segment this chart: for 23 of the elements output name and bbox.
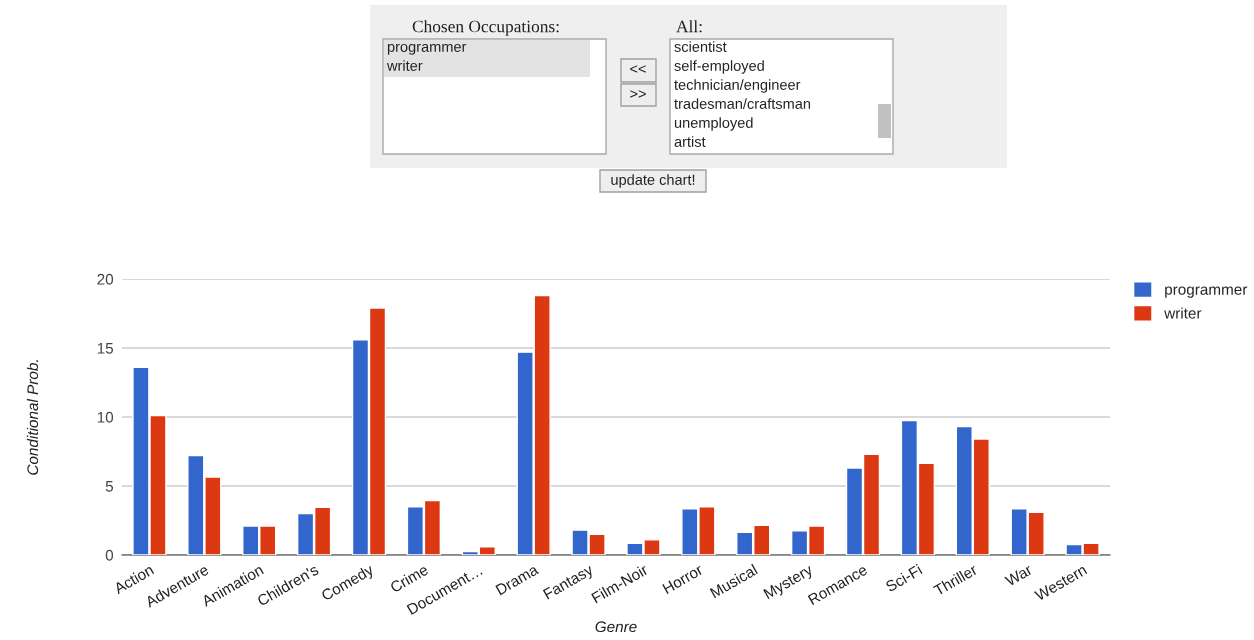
text: tradesman/craftsman	[674, 98, 811, 109]
text: scientist	[674, 41, 727, 52]
y-tick-label: 20	[97, 273, 114, 285]
text: programmer	[387, 43, 467, 55]
text: unemployed	[674, 117, 753, 131]
text: >>	[630, 90, 646, 98]
legend-label: writer	[1164, 307, 1202, 319]
text: technician/engineer	[674, 79, 801, 93]
y-tick-label: 5	[105, 481, 114, 492]
text: artist	[674, 136, 706, 147]
text: All:	[676, 20, 702, 33]
text: <<	[630, 65, 646, 73]
y-tick-label: 0	[105, 549, 114, 561]
y-tick-label: 15	[97, 343, 114, 354]
legend-label: programmer	[1165, 286, 1248, 298]
text: self-employed	[674, 60, 764, 74]
y-axis-title: Conditional Prob.	[26, 360, 39, 475]
text: writer	[386, 60, 423, 71]
x-tick-label: War	[1004, 563, 1034, 587]
text: Chosen Occupations:	[412, 20, 559, 36]
y-tick-label: 10	[97, 411, 114, 423]
text: update chart!	[611, 174, 695, 188]
x-axis-title: Genre	[595, 621, 637, 633]
